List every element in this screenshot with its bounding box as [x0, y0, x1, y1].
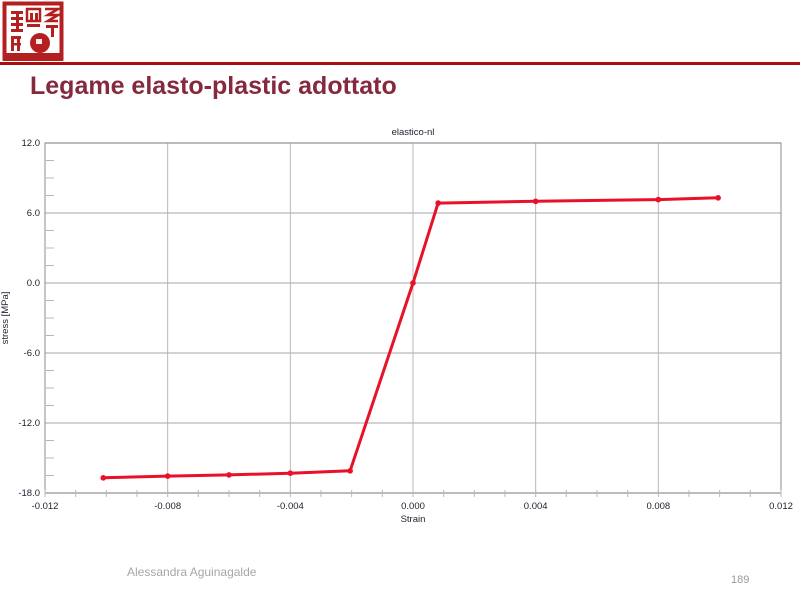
seal-bottom-bar — [3, 53, 63, 61]
series-line — [103, 196, 719, 480]
y-tick-label: 6.0 — [27, 208, 40, 219]
page-number: 189 — [731, 574, 750, 586]
x-tick-label: -0.008 — [154, 501, 181, 512]
header-rule — [0, 62, 800, 65]
data-point-marker — [164, 473, 171, 479]
x-tick-label: -0.012 — [32, 501, 59, 512]
seal-logo-icon — [2, 1, 64, 61]
y-tick-label: -18.0 — [18, 488, 40, 499]
y-tick-label: -6.0 — [24, 348, 40, 359]
y-tick-label: 12.0 — [22, 138, 41, 149]
data-point-marker — [347, 468, 353, 474]
x-tick-label: 0.000 — [401, 501, 425, 512]
data-point-marker — [715, 195, 721, 201]
x-tick-label: 0.008 — [646, 501, 670, 512]
chart-title: elastico-nl — [392, 127, 435, 138]
x-tick-label: -0.004 — [277, 501, 304, 512]
x-axis-label: Strain — [401, 514, 426, 525]
chart-container: -0.012 -0.008 -0.004 0.000 0.004 0.008 0.012 -1… — [0, 122, 800, 532]
data-point-marker — [410, 280, 416, 286]
y-tick-label: -12.0 — [18, 418, 40, 429]
page-title: Legame elasto-plastic adottato — [30, 72, 397, 100]
data-point-marker — [287, 470, 294, 476]
data-point-marker — [435, 200, 441, 206]
x-tick-label: 0.004 — [524, 501, 548, 512]
data-point-marker — [532, 198, 539, 205]
x-tick-label: 0.012 — [769, 501, 793, 512]
data-point-marker — [100, 475, 107, 481]
y-tick-label: 0.0 — [27, 278, 40, 289]
footer-author: Alessandra Aguinagalde — [127, 565, 257, 579]
data-point-marker — [226, 472, 232, 478]
data-point-marker — [655, 196, 662, 203]
y-axis-label: stress [MPa] — [0, 292, 11, 345]
stress-strain-chart: -0.012 -0.008 -0.004 0.000 0.004 0.008 0.012 -1… — [0, 127, 793, 525]
